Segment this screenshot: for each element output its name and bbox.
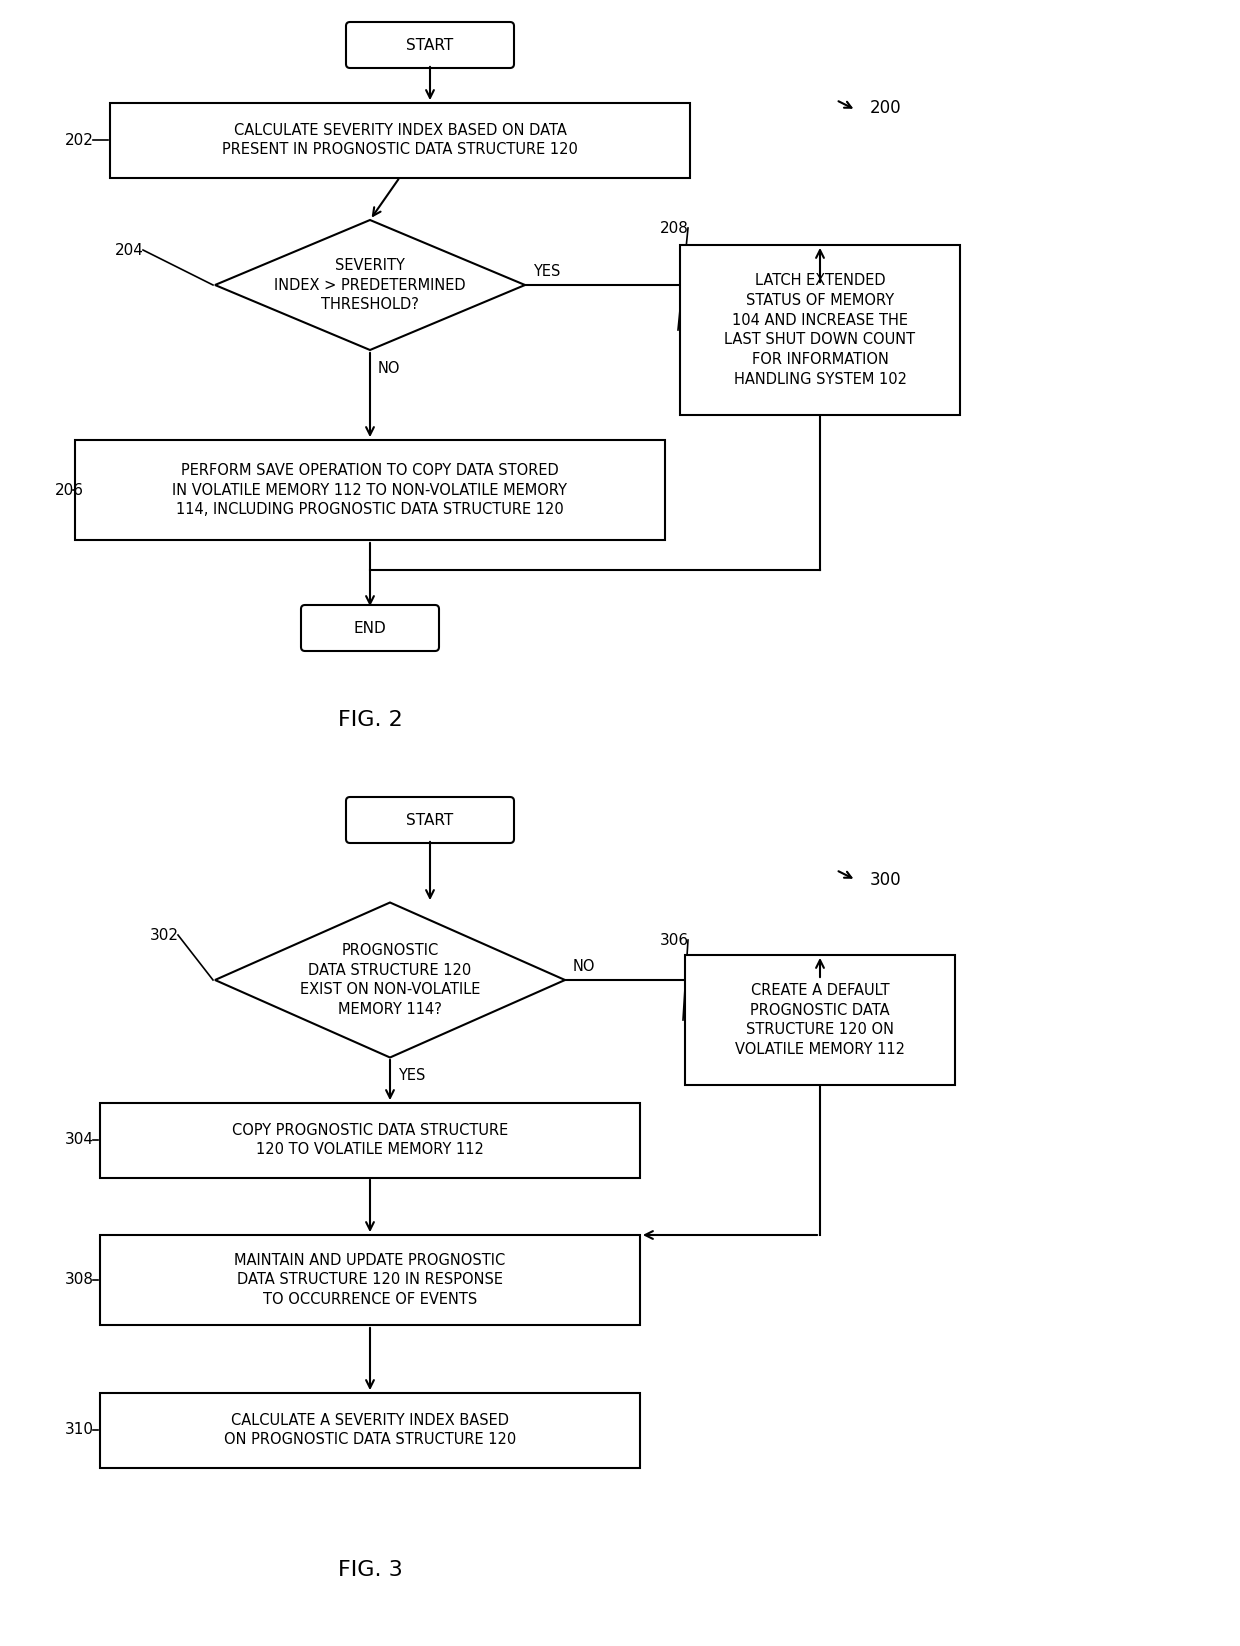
Text: 308: 308 [64,1272,94,1287]
Text: LATCH EXTENDED
STATUS OF MEMORY
104 AND INCREASE THE
LAST SHUT DOWN COUNT
FOR IN: LATCH EXTENDED STATUS OF MEMORY 104 AND … [724,273,915,387]
Text: FIG. 3: FIG. 3 [337,1560,402,1580]
Text: CREATE A DEFAULT
PROGNOSTIC DATA
STRUCTURE 120 ON
VOLATILE MEMORY 112: CREATE A DEFAULT PROGNOSTIC DATA STRUCTU… [735,983,905,1057]
Text: END: END [353,621,387,635]
Text: 310: 310 [64,1422,94,1437]
Text: COPY PROGNOSTIC DATA STRUCTURE
120 TO VOLATILE MEMORY 112: COPY PROGNOSTIC DATA STRUCTURE 120 TO VO… [232,1123,508,1157]
Text: 202: 202 [64,132,94,148]
Polygon shape [215,902,565,1057]
Text: PROGNOSTIC
DATA STRUCTURE 120
EXIST ON NON-VOLATILE
MEMORY 114?: PROGNOSTIC DATA STRUCTURE 120 EXIST ON N… [300,943,480,1017]
Text: 300: 300 [870,871,901,889]
FancyBboxPatch shape [100,1393,640,1468]
Text: MAINTAIN AND UPDATE PROGNOSTIC
DATA STRUCTURE 120 IN RESPONSE
TO OCCURRENCE OF E: MAINTAIN AND UPDATE PROGNOSTIC DATA STRU… [234,1253,506,1307]
Text: PERFORM SAVE OPERATION TO COPY DATA STORED
IN VOLATILE MEMORY 112 TO NON-VOLATIL: PERFORM SAVE OPERATION TO COPY DATA STOR… [172,463,568,517]
Text: 304: 304 [64,1132,94,1147]
Text: 206: 206 [55,482,84,497]
FancyBboxPatch shape [100,1103,640,1177]
FancyBboxPatch shape [680,245,960,415]
Text: CALCULATE SEVERITY INDEX BASED ON DATA
PRESENT IN PROGNOSTIC DATA STRUCTURE 120: CALCULATE SEVERITY INDEX BASED ON DATA P… [222,122,578,158]
Text: 204: 204 [115,242,144,257]
Text: 306: 306 [660,933,689,948]
FancyBboxPatch shape [346,797,515,843]
FancyBboxPatch shape [74,439,665,540]
Text: START: START [407,813,454,828]
Text: FIG. 2: FIG. 2 [337,709,402,729]
FancyBboxPatch shape [346,21,515,67]
Text: CALCULATE A SEVERITY INDEX BASED
ON PROGNOSTIC DATA STRUCTURE 120: CALCULATE A SEVERITY INDEX BASED ON PROG… [224,1412,516,1447]
Text: SEVERITY
INDEX > PREDETERMINED
THRESHOLD?: SEVERITY INDEX > PREDETERMINED THRESHOLD… [274,258,466,313]
Text: START: START [407,38,454,53]
FancyBboxPatch shape [110,102,689,178]
Text: 208: 208 [660,221,689,235]
FancyBboxPatch shape [100,1234,640,1325]
Polygon shape [215,221,525,351]
Text: YES: YES [398,1068,425,1083]
Text: NO: NO [378,360,401,375]
Text: 200: 200 [870,99,901,117]
Text: NO: NO [573,958,595,973]
FancyBboxPatch shape [301,606,439,652]
Text: 302: 302 [150,927,179,943]
Text: YES: YES [533,263,560,278]
FancyBboxPatch shape [684,955,955,1085]
